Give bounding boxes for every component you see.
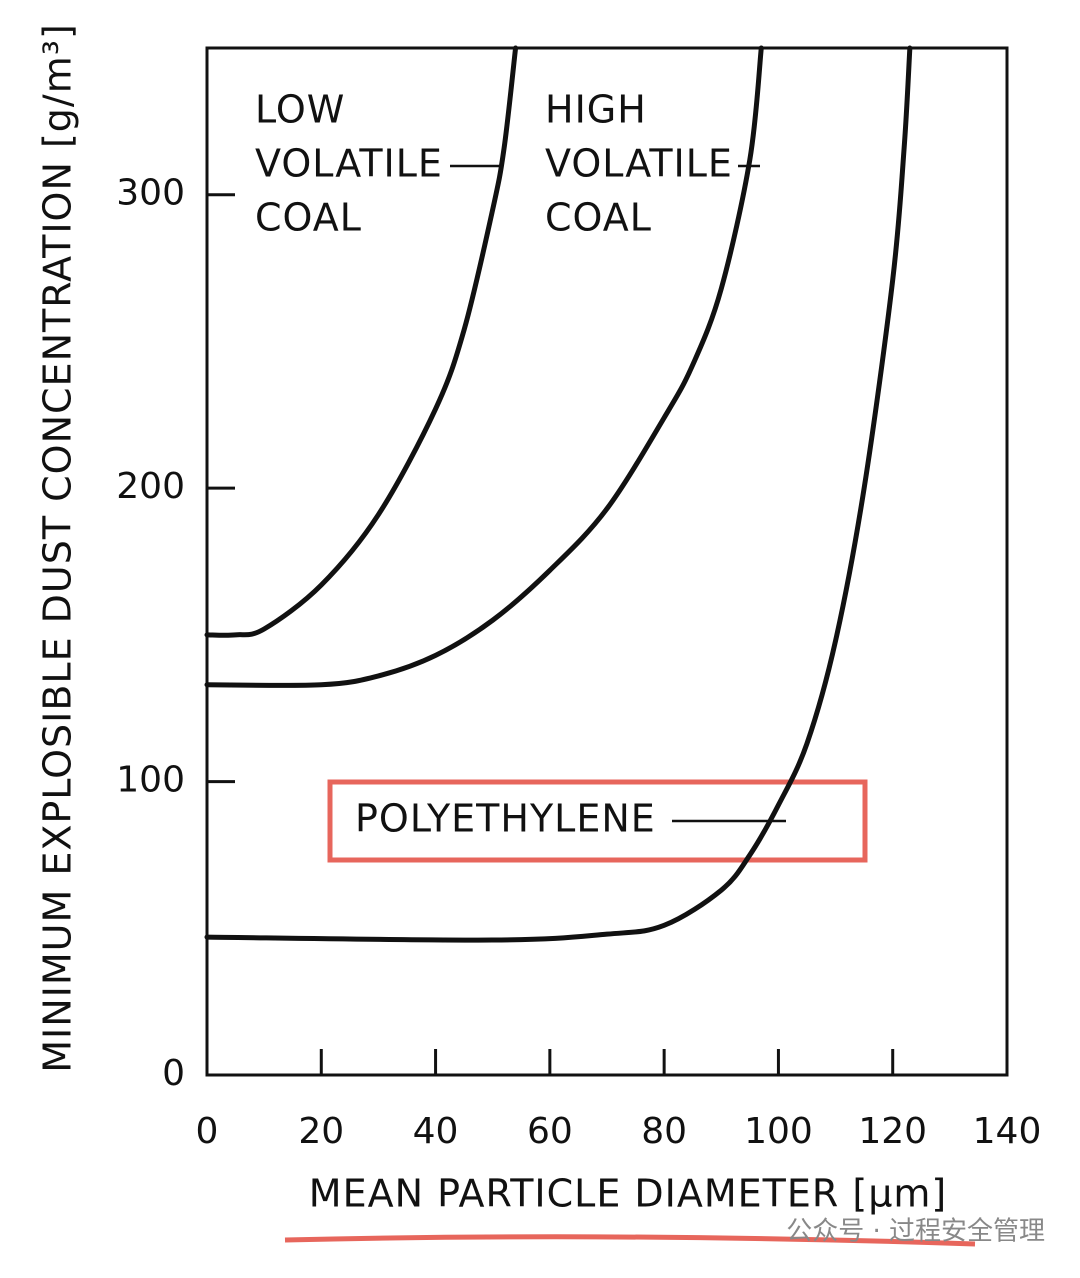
y-tick-label: 200 xyxy=(116,466,185,507)
y-tick-label: 300 xyxy=(116,173,185,214)
highlight-underline xyxy=(284,1234,976,1247)
x-tick-label: 40 xyxy=(413,1111,459,1152)
watermark: 公众号 · 过程安全管理 xyxy=(786,1217,1045,1247)
x-tick-label: 0 xyxy=(196,1111,219,1152)
y-tick-label: 0 xyxy=(162,1053,185,1094)
y-axis-label: MINIMUM EXPLOSIBLE DUST CONCENTRATION [g… xyxy=(36,23,80,1073)
series-label: VOLATILE xyxy=(545,142,733,186)
x-tick-label: 20 xyxy=(298,1111,344,1152)
series-label: COAL xyxy=(255,196,362,240)
data-line xyxy=(204,45,764,688)
series-label: HIGH xyxy=(545,88,647,132)
x-tick-label: 60 xyxy=(527,1111,573,1152)
series-label: LOW xyxy=(255,88,345,132)
data-line xyxy=(204,45,519,638)
series-label: VOLATILE xyxy=(255,142,443,186)
series-label: POLYETHYLENE xyxy=(355,797,656,841)
data-line xyxy=(204,45,913,943)
highlight-box xyxy=(327,779,868,863)
x-tick-label: 80 xyxy=(641,1111,687,1152)
series-label: COAL xyxy=(545,196,652,240)
x-axis-label: MEAN PARTICLE DIAMETER [µm] xyxy=(309,1172,947,1216)
x-tick-label: 140 xyxy=(973,1111,1042,1152)
x-tick-label: 120 xyxy=(858,1111,927,1152)
plot-frame xyxy=(205,46,1009,1077)
y-tick-label: 100 xyxy=(116,760,185,801)
x-tick-label: 100 xyxy=(744,1111,813,1152)
